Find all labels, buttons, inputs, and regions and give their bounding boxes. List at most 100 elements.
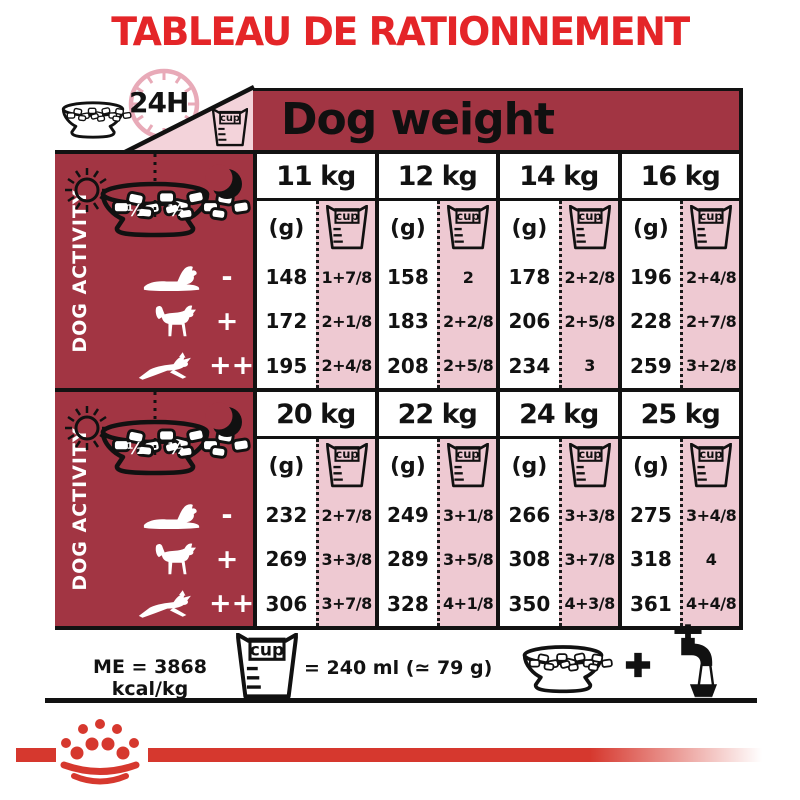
grams-subcolumn: (g) 249 289 328 (378, 439, 438, 626)
cup-header-cell (562, 201, 618, 255)
cup-header-cell (440, 439, 496, 493)
cups-value-cell: 2+5/8 (564, 311, 616, 331)
grams-value-cell: 328 (387, 591, 429, 616)
weight-header-cell: 16 kg (621, 154, 739, 201)
dog-standing-icon (155, 306, 196, 337)
weight-column: 20 kg (g) 232 269 306 2+7/8 3+3/8 3+7/8 (253, 392, 375, 626)
grams-unit-cell: (g) (511, 453, 548, 479)
plus-icon (625, 652, 651, 678)
cups-value-cell: 3+4/8 (686, 505, 737, 525)
metabolizable-energy-note: ME = 3868 kcal/kg (93, 656, 207, 700)
cup-header-cell (562, 439, 618, 493)
brand-stripe-left (16, 748, 56, 762)
dog-lying-icon (143, 504, 200, 530)
cups-value-cell: 4+1/8 (443, 594, 494, 614)
grams-value-cell: 148 (265, 265, 308, 290)
grams-unit-cell: (g) (389, 215, 426, 241)
grams-value-cell: 232 (265, 503, 308, 528)
cups-value-cell: 2+2/8 (564, 267, 616, 287)
block-separator (55, 388, 739, 392)
day-night-feeding-graphic: ½ ½ (65, 154, 253, 238)
cup-header-cell (319, 439, 375, 493)
grams-unit-cell: (g) (268, 453, 305, 479)
grams-value-cell: 234 (508, 353, 551, 378)
weight-header-cell: 25 kg (621, 392, 739, 439)
cup-header-cell (683, 439, 739, 493)
weight-header-cell: 20 kg (257, 392, 375, 439)
cups-value-cell: 2+5/8 (443, 356, 494, 376)
activity-symbol-high: ++ (209, 588, 255, 620)
grams-value-cell: 228 (630, 309, 672, 334)
header-triangle (123, 84, 256, 154)
cup-header-cell (683, 201, 739, 255)
grams-value-cell: 178 (508, 265, 551, 290)
cups-subcolumn: 2+2/8 2+5/8 3 (558, 201, 618, 388)
activity-row-low: - (55, 493, 253, 537)
food-bowl-icon (500, 633, 626, 695)
cups-value-cell: 2+4/8 (686, 267, 737, 287)
cups-value-cell: 3 (584, 356, 595, 376)
cup-header-cell (319, 201, 375, 255)
paw-crown-logo (60, 719, 140, 785)
moon-icon (205, 164, 242, 199)
cups-value-cell: 3+7/8 (564, 549, 616, 569)
grams-subcolumn: (g) 158 183 208 (378, 201, 438, 388)
grams-value-cell: 183 (387, 309, 429, 334)
grams-value-cell: 208 (387, 353, 429, 378)
grams-unit-cell: (g) (389, 453, 426, 479)
half-right-label: ½ (168, 439, 185, 458)
weight-header-cell: 12 kg (378, 154, 496, 201)
ration-table: DOG ACTIVITY ½ ½ (55, 150, 743, 630)
activity-symbol-low: - (221, 499, 233, 531)
cups-value-cell: 2+7/8 (686, 311, 737, 331)
measuring-cup-icon (236, 633, 298, 701)
weight-columns: 20 kg (g) 232 269 306 2+7/8 3+3/8 3+7/8 … (253, 392, 739, 626)
grams-value-cell: 306 (265, 591, 308, 616)
grams-value-cell: 259 (630, 353, 672, 378)
measuring-cup-icon (325, 443, 368, 488)
weight-header-cell: 14 kg (500, 154, 618, 201)
measuring-cup-icon (568, 443, 611, 488)
activity-row-low: - (55, 255, 253, 299)
cups-value-cell: 2 (462, 267, 474, 287)
weight-block: DOG ACTIVITY ½ ½ (55, 392, 739, 626)
grams-unit-cell: (g) (632, 453, 669, 479)
measuring-cup-icon (690, 205, 733, 250)
grams-value-cell: 269 (265, 547, 308, 572)
grams-value-cell: 289 (387, 547, 429, 572)
cups-subcolumn: 3+1/8 3+5/8 4+1/8 (437, 439, 496, 626)
weight-block: DOG ACTIVITY ½ ½ (55, 154, 739, 388)
grams-subcolumn: (g) 232 269 306 (257, 439, 316, 626)
cups-value-cell: 3+2/8 (686, 356, 737, 376)
grams-unit-cell: (g) (268, 215, 305, 241)
grams-subcolumn: (g) 196 228 259 (621, 201, 681, 388)
measuring-cup-icon (447, 443, 490, 488)
day-night-feeding-graphic: ½ ½ (65, 392, 253, 476)
cups-value-cell: 2+1/8 (321, 311, 373, 331)
food-bowl-24h-icon (50, 92, 136, 140)
cups-subcolumn: 3+4/8 4 4+4/8 (680, 439, 739, 626)
water-tap-icon (674, 624, 718, 702)
cups-value-cell: 4+4/8 (686, 594, 737, 614)
cups-value-cell: 2+7/8 (321, 505, 373, 525)
grams-value-cell: 266 (508, 503, 551, 528)
dog-lying-icon (143, 266, 200, 292)
cups-value-cell: 3+1/8 (443, 505, 494, 525)
measuring-cup-icon (690, 443, 733, 488)
dog-activity-panel: DOG ACTIVITY ½ ½ (55, 154, 254, 388)
grams-value-cell: 350 (508, 591, 551, 616)
cups-value-cell: 2+4/8 (321, 356, 373, 376)
grams-value-cell: 361 (630, 591, 672, 616)
24h-label: 24H (129, 86, 189, 119)
grams-unit-cell: (g) (632, 215, 669, 241)
grams-subcolumn: (g) 275 318 361 (621, 439, 681, 626)
activity-row-medium: + (55, 299, 253, 343)
cups-value-cell: 4+3/8 (564, 594, 616, 614)
cups-subcolumn: 2+4/8 2+7/8 3+2/8 (680, 201, 739, 388)
cups-value-cell: 3+5/8 (443, 549, 494, 569)
weight-column: 14 kg (g) 178 206 234 2+2/8 2+5/8 3 (496, 154, 618, 388)
half-right-label: ½ (168, 201, 185, 220)
brand-stripe-right (148, 748, 762, 762)
grams-subcolumn: (g) 148 172 195 (257, 201, 316, 388)
